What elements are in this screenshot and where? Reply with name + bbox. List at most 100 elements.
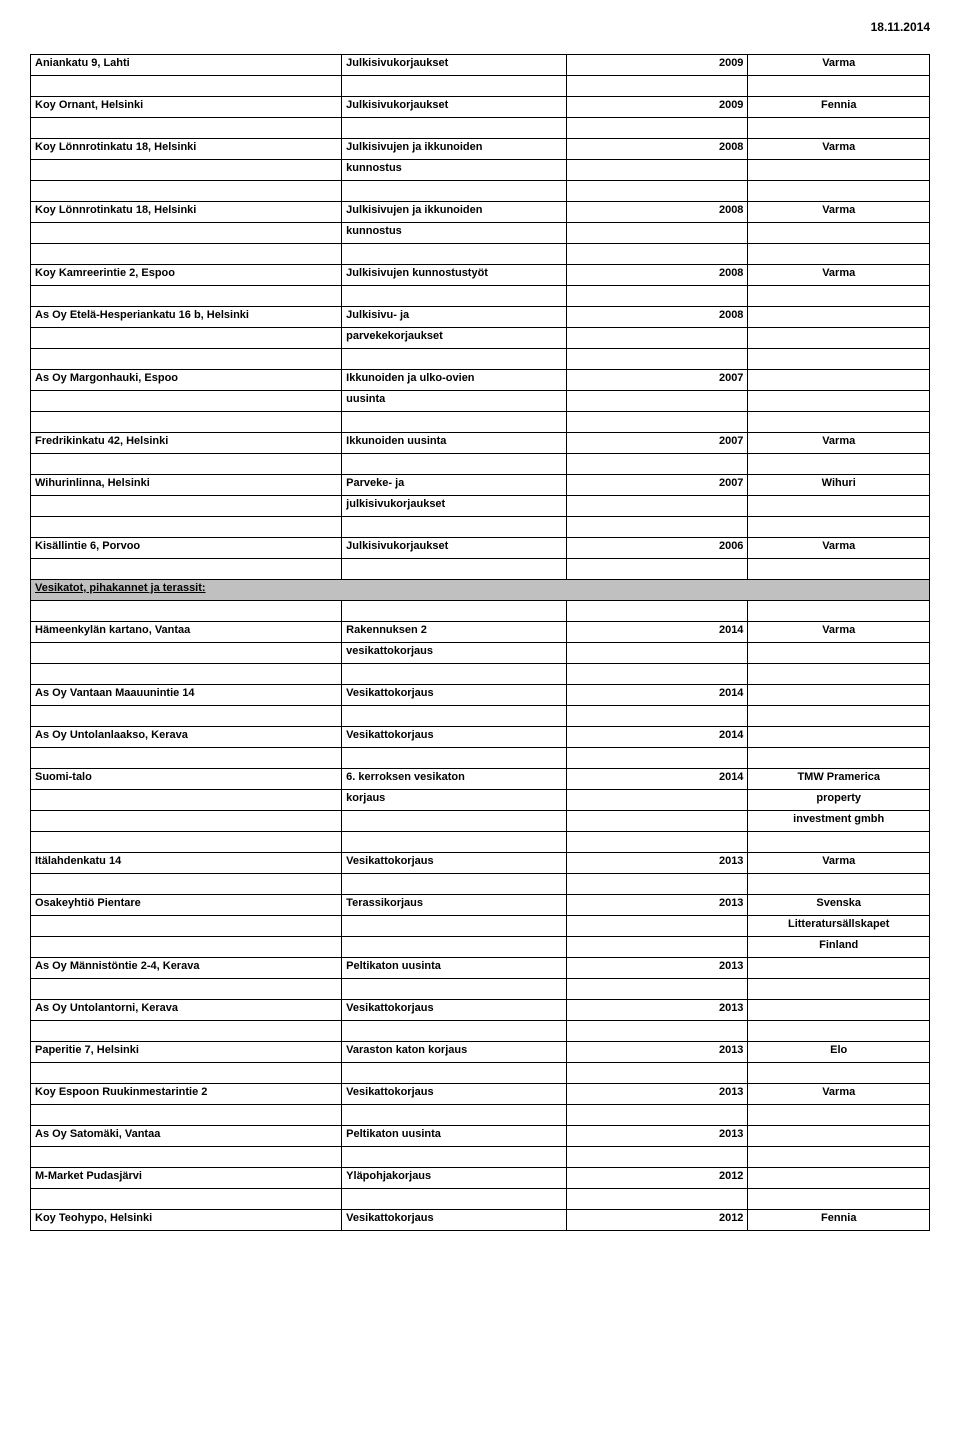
cell xyxy=(748,412,930,433)
cell: 2012 xyxy=(566,1210,748,1231)
cell xyxy=(342,811,567,832)
cell: Varma xyxy=(748,433,930,454)
cell xyxy=(566,937,748,958)
cell: Koy Lönnrotinkatu 18, Helsinki xyxy=(31,202,342,223)
cell xyxy=(748,1021,930,1042)
cell xyxy=(566,244,748,265)
cell xyxy=(342,1021,567,1042)
cell: korjaus xyxy=(342,790,567,811)
cell xyxy=(566,391,748,412)
cell xyxy=(566,181,748,202)
cell xyxy=(566,454,748,475)
cell xyxy=(31,979,342,1000)
cell: 2013 xyxy=(566,1126,748,1147)
cell: kunnostus xyxy=(342,223,567,244)
cell: 2013 xyxy=(566,1084,748,1105)
cell xyxy=(342,601,567,622)
cell: Julkisivukorjaukset xyxy=(342,97,567,118)
cell: Paperitie 7, Helsinki xyxy=(31,1042,342,1063)
cell xyxy=(566,811,748,832)
table-row: korjaus property xyxy=(31,790,930,811)
cell xyxy=(566,1189,748,1210)
cell: 2007 xyxy=(566,370,748,391)
cell xyxy=(31,517,342,538)
cell xyxy=(31,244,342,265)
table-row: Koy Lönnrotinkatu 18, HelsinkiJulkisivuj… xyxy=(31,202,930,223)
table-row: Kisällintie 6, PorvooJulkisivukorjaukset… xyxy=(31,538,930,559)
cell: Suomi-talo xyxy=(31,769,342,790)
cell xyxy=(31,643,342,664)
cell xyxy=(566,517,748,538)
cell: 2013 xyxy=(566,1042,748,1063)
cell: property xyxy=(748,790,930,811)
cell xyxy=(566,664,748,685)
cell xyxy=(31,1105,342,1126)
table-row: Hämeenkylän kartano, VantaaRakennuksen 2… xyxy=(31,622,930,643)
cell xyxy=(31,706,342,727)
cell: As Oy Margonhauki, Espoo xyxy=(31,370,342,391)
cell: 2014 xyxy=(566,685,748,706)
cell xyxy=(342,244,567,265)
cell xyxy=(748,958,930,979)
cell xyxy=(566,601,748,622)
cell xyxy=(31,811,342,832)
cell xyxy=(566,160,748,181)
cell xyxy=(342,349,567,370)
table-row: As Oy Untolantorni, KeravaVesikattokorja… xyxy=(31,1000,930,1021)
cell: 2012 xyxy=(566,1168,748,1189)
cell: Vesikattokorjaus xyxy=(342,685,567,706)
cell xyxy=(31,790,342,811)
cell: Varma xyxy=(748,202,930,223)
cell: Vesikattokorjaus xyxy=(342,853,567,874)
cell xyxy=(566,1063,748,1084)
table-row: julkisivukorjaukset xyxy=(31,496,930,517)
cell xyxy=(31,832,342,853)
cell xyxy=(566,979,748,1000)
cell xyxy=(342,286,567,307)
cell: Vesikattokorjaus xyxy=(342,1210,567,1231)
cell xyxy=(342,118,567,139)
cell xyxy=(31,916,342,937)
cell xyxy=(748,454,930,475)
cell xyxy=(748,1147,930,1168)
cell: As Oy Männistöntie 2-4, Kerava xyxy=(31,958,342,979)
cell xyxy=(31,349,342,370)
cell xyxy=(31,412,342,433)
cell xyxy=(566,1147,748,1168)
cell xyxy=(342,412,567,433)
table-row: kunnostus xyxy=(31,223,930,244)
cell xyxy=(31,1063,342,1084)
table-row: Litteratursällskapet xyxy=(31,916,930,937)
cell: 2013 xyxy=(566,853,748,874)
table-row xyxy=(31,244,930,265)
table-row: vesikattokorjaus xyxy=(31,643,930,664)
cell xyxy=(342,979,567,1000)
cell xyxy=(31,181,342,202)
cell xyxy=(31,76,342,97)
table-row xyxy=(31,1021,930,1042)
cell: Fredrikinkatu 42, Helsinki xyxy=(31,433,342,454)
cell: Rakennuksen 2 xyxy=(342,622,567,643)
cell: 2008 xyxy=(566,265,748,286)
cell xyxy=(566,643,748,664)
section-header: Vesikatot, pihakannet ja terassit: xyxy=(31,580,930,601)
cell: Fennia xyxy=(748,1210,930,1231)
cell: Koy Kamreerintie 2, Espoo xyxy=(31,265,342,286)
cell: vesikattokorjaus xyxy=(342,643,567,664)
cell xyxy=(748,601,930,622)
cell xyxy=(31,601,342,622)
cell xyxy=(566,496,748,517)
cell: As Oy Vantaan Maauunintie 14 xyxy=(31,685,342,706)
cell xyxy=(748,643,930,664)
table-row: M-Market PudasjärviYläpohjakorjaus2012 xyxy=(31,1168,930,1189)
cell xyxy=(342,559,567,580)
cell: julkisivukorjaukset xyxy=(342,496,567,517)
table-row: Vesikatot, pihakannet ja terassit: xyxy=(31,580,930,601)
table-row xyxy=(31,454,930,475)
cell xyxy=(566,832,748,853)
cell xyxy=(748,748,930,769)
table-row xyxy=(31,748,930,769)
table-row: As Oy Satomäki, VantaaPeltikaton uusinta… xyxy=(31,1126,930,1147)
cell xyxy=(342,706,567,727)
cell xyxy=(748,349,930,370)
